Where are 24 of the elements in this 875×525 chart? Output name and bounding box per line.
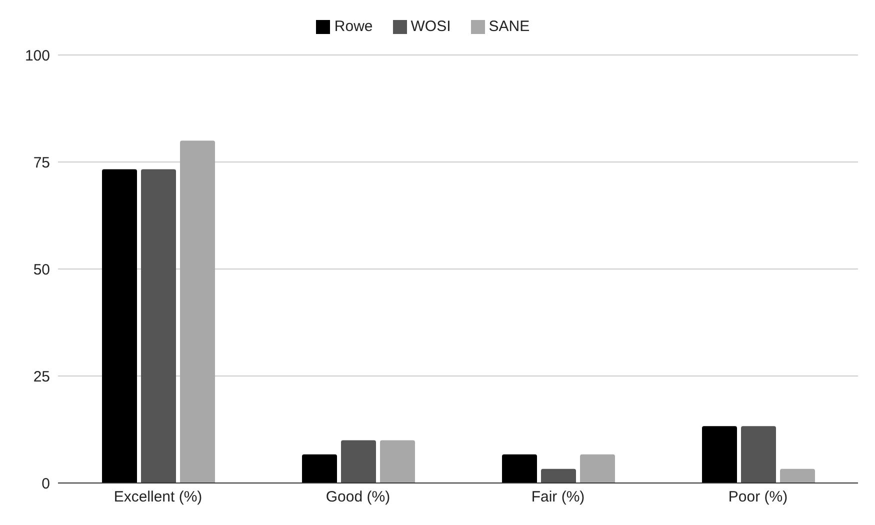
x-tick-label: Poor (%) — [728, 488, 788, 506]
y-tick-label: 100 — [24, 47, 50, 64]
legend-label: WOSI — [410, 18, 451, 35]
x-tick-label: Excellent (%) — [114, 488, 202, 506]
bar — [141, 169, 176, 483]
bar — [541, 468, 576, 483]
x-tick-label: Fair (%) — [531, 488, 585, 506]
legend-label: Rowe — [334, 18, 373, 35]
bar — [702, 426, 737, 483]
bar — [180, 140, 215, 483]
bar — [502, 454, 537, 483]
y-tick-label: 75 — [33, 154, 50, 172]
y-tick-label: 0 — [42, 475, 50, 492]
bar — [780, 468, 815, 483]
legend-label: SANE — [488, 18, 530, 35]
x-tick-label: Good (%) — [326, 488, 390, 506]
y-tick-label: 25 — [33, 368, 50, 386]
bar — [302, 454, 337, 483]
bar — [102, 169, 137, 483]
bar — [380, 440, 415, 483]
bar — [341, 440, 376, 483]
bar — [741, 426, 776, 483]
y-tick-label: 50 — [33, 261, 50, 278]
bar — [580, 454, 615, 483]
